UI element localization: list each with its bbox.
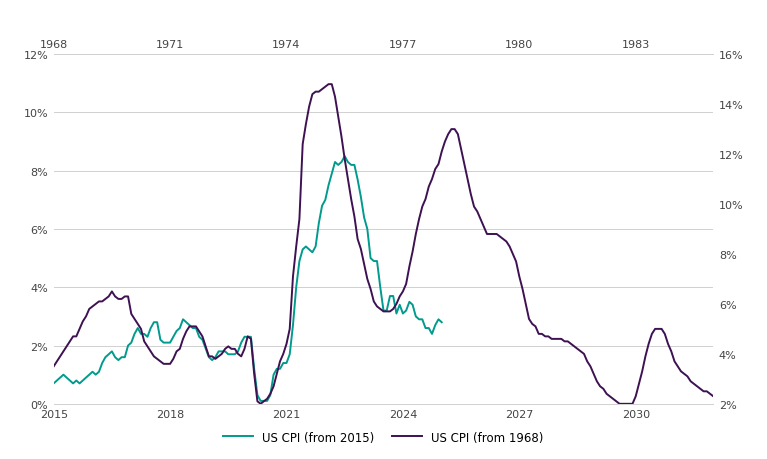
US CPI (from 1968) [49,364,58,369]
US CPI (from 2015) [437,320,446,325]
US CPI (from 1968) [456,147,466,152]
US CPI (from 1968) [657,326,667,332]
US CPI (from 2015) [214,349,223,354]
US CPI (from 2015) [256,398,265,404]
US CPI (from 2015) [49,381,58,386]
US CPI (from 1968) [324,82,333,88]
Line: US CPI (from 1968): US CPI (from 1968) [54,85,713,404]
US CPI (from 2015) [340,154,349,160]
US CPI (from 1968) [502,239,511,245]
Line: US CPI (from 2015): US CPI (from 2015) [54,157,442,401]
US CPI (from 2015) [295,259,304,264]
US CPI (from 2015) [314,221,324,226]
US CPI (from 1968) [418,204,427,210]
US CPI (from 1968) [709,394,718,399]
US CPI (from 2015) [418,317,427,322]
US CPI (from 1968) [256,401,265,407]
US CPI (from 1968) [469,204,479,210]
Legend: US CPI (from 2015), US CPI (from 1968): US CPI (from 2015), US CPI (from 1968) [219,426,548,448]
US CPI (from 1968) [133,321,143,327]
US CPI (from 2015) [88,369,97,375]
US CPI (from 2015) [140,331,149,337]
